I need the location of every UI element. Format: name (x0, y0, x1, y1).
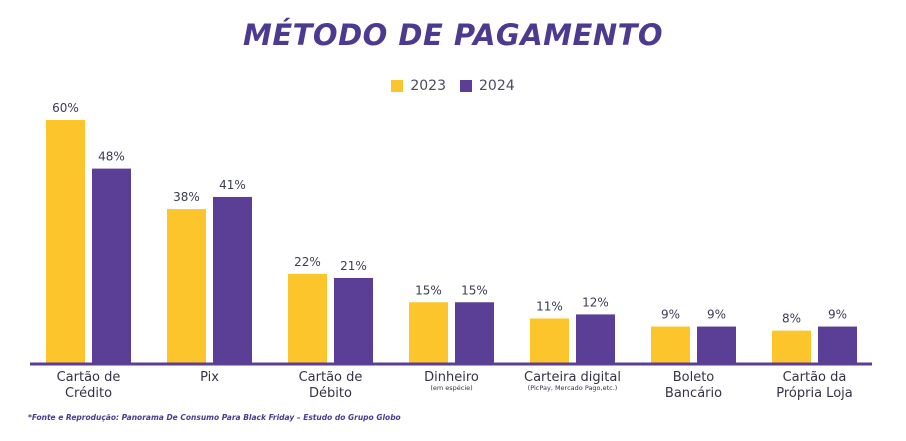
value-label-2023-1: 38% (173, 190, 200, 204)
bar-2024-1 (213, 196, 252, 363)
value-label-2024-0: 48% (98, 150, 125, 164)
bar-2023-4 (530, 318, 569, 363)
category-label-6-line-0: Cartão da (783, 370, 847, 385)
bar-2023-2 (288, 273, 327, 363)
category-label-5-line-1: Bancário (665, 386, 722, 401)
bar-2023-1 (167, 209, 206, 363)
value-label-2023-0: 60% (52, 101, 79, 115)
category-label-3-line-0: Dinheiro (424, 370, 479, 385)
value-label-2023-4: 11% (536, 299, 563, 313)
chart-title: MÉTODO DE PAGAMENTO (242, 18, 664, 52)
bar-2024-4 (576, 314, 615, 363)
legend-swatch-2023 (391, 80, 404, 92)
category-label-0-line-1: Crédito (65, 386, 112, 401)
category-label-2-line-0: Cartão de (299, 370, 363, 385)
legend-label-2023: 2023 (410, 78, 446, 94)
category-label-0-line-0: Cartão de (57, 370, 121, 385)
value-label-2024-4: 12% (582, 295, 609, 309)
bar-2024-6 (818, 326, 857, 363)
value-label-2023-6: 8% (782, 312, 801, 326)
value-label-2023-3: 15% (415, 283, 442, 297)
bar-2023-0 (46, 120, 85, 363)
value-label-2024-2: 21% (340, 259, 367, 273)
bar-2023-5 (651, 326, 690, 363)
value-label-2023-2: 22% (294, 255, 321, 269)
value-label-2023-5: 9% (661, 308, 680, 322)
source-note: *Fonte e Reprodução: Panorama De Consumo… (28, 413, 401, 422)
bar-2023-6 (772, 330, 811, 363)
category-label-2-line-1: Débito (309, 386, 352, 401)
value-label-2024-3: 15% (461, 283, 488, 297)
category-label-4-line-0: Carteira digital (524, 370, 621, 385)
value-label-2024-1: 41% (219, 178, 246, 192)
legend-item-2023: 2023 (391, 78, 446, 94)
legend: 2023 2024 (0, 78, 906, 94)
category-label-5-line-0: Boleto (673, 370, 715, 385)
legend-item-2024: 2024 (460, 78, 515, 94)
category-sublabel-4: (PicPay, Mercado Pago,etc.) (528, 384, 618, 392)
category-label-1-line-0: Pix (200, 370, 219, 385)
value-label-2024-5: 9% (707, 308, 726, 322)
value-label-2024-6: 9% (828, 308, 847, 322)
bar-2023-3 (409, 302, 448, 363)
category-sublabel-3: (em espécie) (430, 384, 472, 392)
category-label-6-line-1: Própria Loja (776, 386, 852, 401)
bar-2024-5 (697, 326, 736, 363)
legend-label-2024: 2024 (479, 78, 515, 94)
bar-2024-3 (455, 302, 494, 363)
bar-2024-0 (92, 168, 131, 363)
bar-2024-2 (334, 277, 373, 363)
legend-swatch-2024 (460, 80, 472, 92)
